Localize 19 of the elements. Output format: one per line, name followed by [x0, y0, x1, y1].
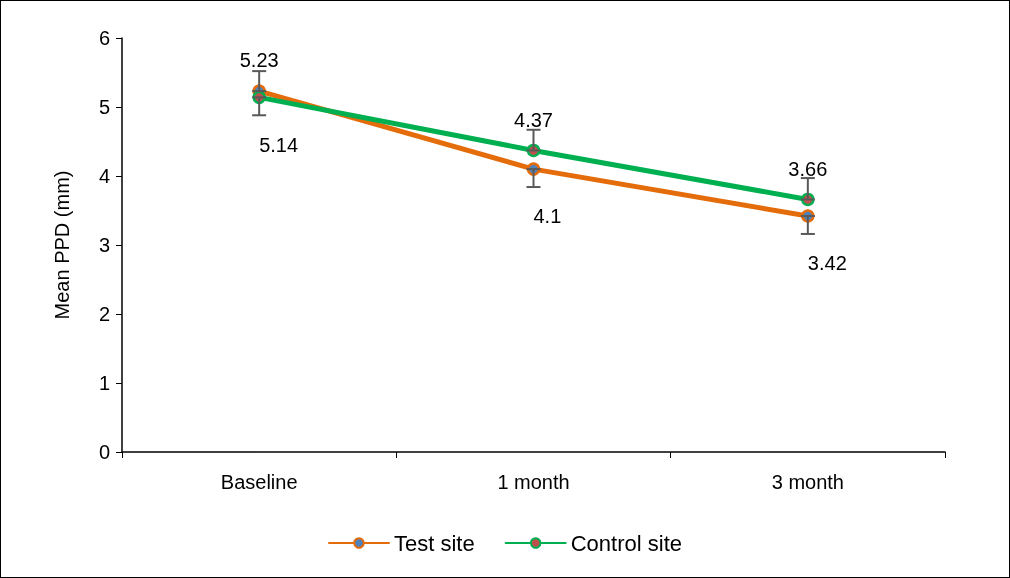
- data-label: 3.66: [788, 157, 828, 180]
- y-tick-label: 3: [98, 234, 110, 256]
- x-tick-label: 1 month: [497, 471, 570, 493]
- legend-label: Control site: [570, 530, 682, 556]
- x-tick-label: 3 month: [771, 471, 844, 493]
- y-tick-label: 5: [98, 96, 110, 118]
- y-tick-label: 1: [98, 372, 110, 394]
- data-label: 5.23: [239, 49, 279, 72]
- legend-label: Test site: [394, 530, 475, 556]
- data-label: 4.37: [514, 108, 553, 131]
- y-tick-label: 6: [98, 27, 110, 49]
- y-axis-title: Mean PPD (mm): [51, 170, 73, 320]
- y-tick-label: 4: [98, 165, 110, 187]
- data-label: 3.42: [807, 252, 847, 275]
- y-tick-label: 0: [98, 441, 110, 463]
- x-tick-label: Baseline: [220, 471, 298, 493]
- data-label: 5.14: [259, 133, 299, 156]
- data-label: 4.1: [533, 205, 562, 228]
- y-tick-label: 2: [98, 303, 110, 325]
